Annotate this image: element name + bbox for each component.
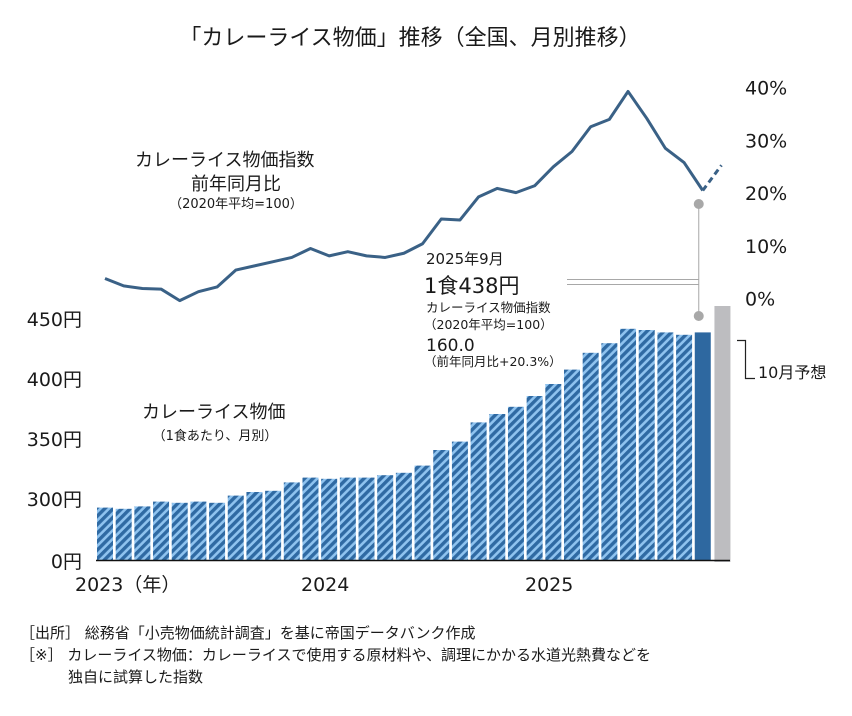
price-bar-2024-06 — [414, 465, 431, 560]
leader-dot-yoy — [693, 199, 704, 209]
price-bar-2025-04 — [601, 343, 618, 560]
price-bar-2023-12 — [302, 477, 319, 560]
price-tick-label: 450円 — [27, 309, 82, 331]
price-bar-2023-03 — [134, 506, 151, 560]
price-bar-2024-12 — [526, 396, 543, 560]
forecast-label: 10月予想 — [758, 363, 826, 382]
yoy-tick-label: 10% — [745, 236, 787, 258]
x-label-2025: 2025 — [525, 574, 573, 596]
yoy-series-label-2: 前年同月比 — [191, 174, 281, 195]
yoy-line — [104, 89, 705, 303]
annotation-leader-lines — [567, 199, 704, 321]
chart-title: 「カレーライス物価」推移（全国、月別推移） — [179, 26, 640, 51]
price-bar-2025-08 — [676, 334, 693, 560]
price-bar-2023-07 — [209, 502, 226, 560]
x-label-2023: 2023（年） — [75, 574, 180, 596]
annotation-yoy: （前年同月比+20.3%） — [424, 354, 562, 369]
forecast-bar — [714, 306, 731, 562]
price-bar-2023-10 — [265, 490, 282, 560]
footer-note-2: 独自に試算した指数 — [68, 668, 203, 686]
price-bar-2024-11 — [507, 406, 524, 560]
price-bar-2025-07 — [657, 332, 674, 560]
yoy-tick-label: 20% — [745, 183, 787, 205]
price-bar-2023-05 — [171, 502, 188, 560]
annotation-index-base: （2020年平均=100） — [424, 317, 553, 332]
forecast-bracket — [737, 339, 755, 380]
footer-note: ［※］ カレーライス物価：カレーライスで使用する原材料や、調理にかかる水道光熱費… — [20, 646, 651, 664]
price-bar-2024-05 — [395, 472, 412, 560]
price-bar-2025-02 — [564, 369, 580, 560]
price-bar-2024-03 — [358, 477, 375, 560]
price-bar-2024-01 — [321, 478, 338, 560]
price-bar-2025-05 — [620, 328, 637, 560]
annotation-price: 1食438円 — [424, 274, 519, 298]
leader-dot-price — [693, 311, 704, 321]
price-tick-label: 0円 — [51, 551, 82, 573]
price-tick-label: 300円 — [27, 489, 82, 511]
price-bar-2023-06 — [190, 501, 207, 560]
yoy-tick-label: 40% — [745, 78, 787, 100]
yoy-tick-label: 30% — [745, 130, 787, 152]
price-bar-2025-09 — [694, 332, 711, 560]
x-label-2024: 2024 — [301, 574, 349, 596]
yoy-tick-label: 0% — [745, 289, 775, 311]
footer-source: ［出所］ 総務省「小売物価統計調査」を基に帝国データバンク作成 — [20, 624, 476, 642]
price-bar-2023-01 — [97, 507, 113, 560]
price-bar-2023-08 — [227, 495, 244, 560]
annotation-index-label: カレーライス物価指数 — [426, 300, 551, 315]
yoy-axis-ticks: 0% 10% 20% 30% 40% — [745, 78, 787, 311]
price-bar-2024-08 — [451, 441, 468, 560]
price-bar-2024-02 — [339, 477, 356, 560]
price-axis-ticks: 0円 300円 350円 400円 450円 — [27, 309, 82, 573]
price-bar-2025-03 — [582, 352, 599, 560]
price-series-label: カレーライス物価 — [142, 402, 285, 423]
annotation-date: 2025年9月 — [426, 250, 504, 268]
price-bar-2023-02 — [115, 508, 132, 560]
annotation-index-value: 160.0 — [426, 336, 475, 356]
price-bar-2024-04 — [377, 475, 394, 560]
price-bar-2023-04 — [153, 501, 170, 560]
price-bar-2025-01 — [545, 384, 562, 560]
yoy-line-series — [104, 89, 723, 303]
price-series-sublabel: （1食あたり、月別） — [153, 428, 278, 444]
yoy-forecast-dashed-line — [701, 164, 723, 192]
price-bars — [97, 306, 731, 562]
price-tick-label: 400円 — [27, 369, 82, 391]
price-bar-2024-09 — [470, 422, 487, 560]
yoy-series-sublabel: （2020年平均=100） — [169, 197, 303, 212]
price-bar-2024-07 — [433, 450, 450, 560]
price-bar-2024-10 — [489, 414, 506, 560]
price-bar-2023-09 — [246, 492, 263, 560]
price-bar-2025-06 — [638, 330, 655, 560]
yoy-series-label: カレーライス物価指数 — [135, 150, 314, 171]
price-bar-2023-11 — [283, 482, 300, 560]
price-tick-label: 350円 — [27, 429, 82, 451]
